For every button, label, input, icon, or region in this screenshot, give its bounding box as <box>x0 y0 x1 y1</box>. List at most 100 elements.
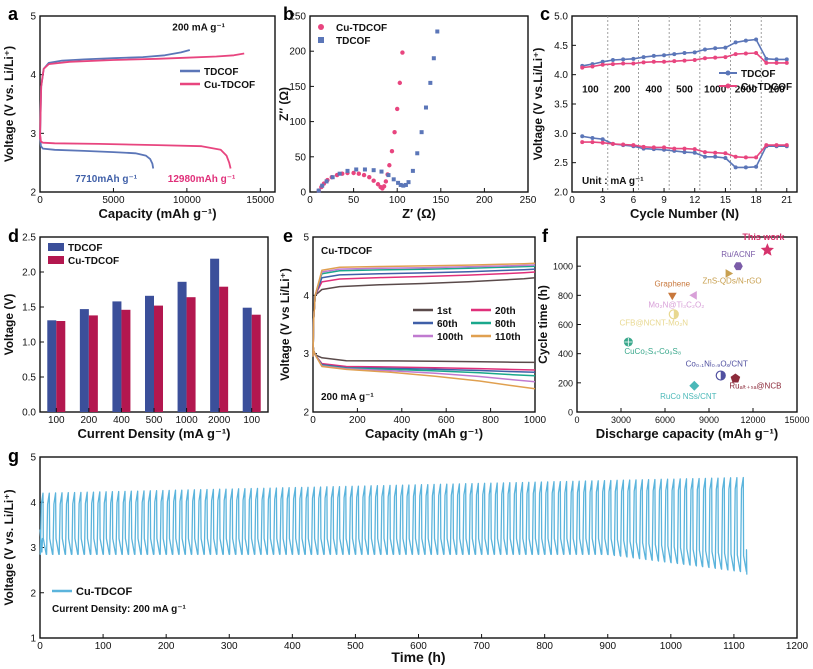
rate-note: 200 mA g⁻¹ <box>321 392 374 403</box>
legend-label: TDCOF <box>204 67 238 78</box>
data-point <box>621 142 626 147</box>
bar <box>112 301 122 412</box>
legend-label: Cu-TDCOF <box>336 23 387 34</box>
x-tick-label: 9000 <box>699 415 719 425</box>
panel-g: g 0 100 200 300 400 500 600 700 800 900 1000 1100 120… <box>2 446 809 665</box>
data-point <box>600 137 605 142</box>
y-tick-label: 2.5 <box>554 158 568 169</box>
panel-letter: d <box>8 226 19 246</box>
y-tick-label: 0 <box>300 188 306 199</box>
data-point <box>435 29 440 34</box>
segment-label: 200 <box>614 84 631 95</box>
data-point <box>754 50 759 55</box>
point-marker <box>733 262 743 271</box>
x-tick-label: 1000 <box>660 641 683 652</box>
point-marker <box>668 292 677 301</box>
data-point <box>330 175 335 180</box>
y-tick-label: 2.0 <box>22 268 36 279</box>
data-point <box>395 106 400 112</box>
y-tick-label: 2 <box>30 188 36 199</box>
legend-label: 20th <box>495 306 516 317</box>
x-tick-label: 3000 <box>611 415 631 425</box>
x-tick-label: 0 <box>307 195 313 206</box>
data-point <box>723 55 728 60</box>
data-point <box>610 141 615 146</box>
legend-label: Cu-TDCOF <box>204 80 255 91</box>
x-tick-label: 200 <box>81 415 98 426</box>
x-tick-label: 3 <box>600 195 606 206</box>
panel-title: Cu-TDCOF <box>321 246 372 257</box>
data-point <box>419 130 424 135</box>
data-point <box>383 179 389 184</box>
y-tick-label: 100 <box>289 117 306 128</box>
data-point <box>692 150 697 155</box>
panel-a: a 0 5000 10000 15000 2 3 4 5 Capacity (mAh g⁻¹) Vo… <box>2 4 276 221</box>
annotation: 7710mAh g⁻¹ <box>75 174 138 185</box>
data-point <box>713 55 718 60</box>
y-tick-label: 3.5 <box>554 100 568 111</box>
data-point <box>774 143 779 148</box>
data-point <box>784 57 789 62</box>
bar <box>219 286 229 412</box>
y-tick-label: 4 <box>30 498 36 509</box>
data-point <box>580 140 585 145</box>
data-point <box>733 40 738 45</box>
data-point <box>580 134 585 139</box>
y-axis-title: Voltage (V vs. Li/Li⁺) <box>2 46 16 162</box>
bar <box>177 281 187 412</box>
series-cu-tdcof-charge <box>39 52 245 140</box>
x-axis-title: Time (h) <box>391 649 445 665</box>
y-tick-label: 5.0 <box>554 12 568 23</box>
data-point <box>431 56 436 61</box>
plot-frame <box>39 15 276 193</box>
legend-label: TDCOF <box>336 36 370 47</box>
y-tick-label: 400 <box>558 349 573 359</box>
panel-letter: e <box>283 226 293 246</box>
point-marker <box>689 380 700 391</box>
x-tick-label: 18 <box>751 195 763 206</box>
data-point <box>702 150 707 155</box>
y-tick-label: 1000 <box>553 262 573 272</box>
x-tick-label: 600 <box>410 641 427 652</box>
data-point <box>600 62 605 67</box>
x-axis-title: Z′ (Ω) <box>402 206 436 221</box>
data-point <box>651 145 656 150</box>
x-tick-label: 6000 <box>655 415 675 425</box>
data-point <box>391 177 396 182</box>
point-label: CuCo₂S₄-Co₉S₈ <box>624 347 681 356</box>
data-point <box>764 60 769 65</box>
data-point <box>733 165 738 170</box>
data-point <box>387 163 392 168</box>
point-label: Mo₂N@Ti₃C₂O₂ <box>648 300 704 309</box>
y-tick-label: 4 <box>303 291 309 302</box>
data-point <box>400 50 405 55</box>
data-point <box>600 140 605 145</box>
point-marker <box>760 243 774 256</box>
data-point <box>389 148 395 154</box>
data-point <box>682 58 687 63</box>
discharge-curve <box>312 344 536 383</box>
x-tick-label: 1000 <box>524 415 547 426</box>
data-point <box>423 105 428 110</box>
legend-marker <box>725 83 731 89</box>
segment-label: 100 <box>768 84 785 95</box>
x-tick-label: 0 <box>310 415 316 426</box>
bar <box>121 309 131 412</box>
bar <box>145 295 154 412</box>
data-point <box>651 59 656 64</box>
bar <box>251 314 261 412</box>
data-point <box>743 38 748 43</box>
legend-swatch <box>48 256 64 264</box>
panel-c: c 0 3 6 9 12 15 18 21 2.0 2.5 3.0 3.5 4.0 4.5 5.0 Cycle … <box>531 4 798 221</box>
y-tick-label: 4.0 <box>554 70 568 81</box>
x-tick-label: 100 <box>48 415 65 426</box>
data-point <box>702 154 707 159</box>
panel-d: d 0.0 0.5 1.0 1.5 2.0 2.5 Current Density (mA g… <box>2 226 269 441</box>
data-point <box>610 58 615 62</box>
data-point <box>743 165 748 170</box>
x-tick-label: 0 <box>37 195 43 206</box>
data-point <box>662 145 667 150</box>
data-point <box>692 147 697 152</box>
y-axis-title: Voltage (V vs.Li/Li⁺) <box>531 48 545 161</box>
x-tick-label: 100 <box>95 641 112 652</box>
